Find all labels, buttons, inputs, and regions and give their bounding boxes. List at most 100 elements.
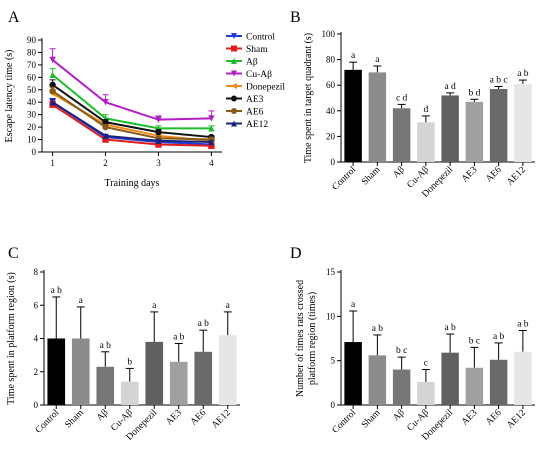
data-point <box>155 116 162 123</box>
data-point <box>208 138 215 146</box>
significance-label: a <box>375 55 380 65</box>
y-tick-label: 0 <box>32 147 37 157</box>
x-tick-label: 2 <box>103 158 108 168</box>
y-tick-label: 10 <box>326 311 336 321</box>
bar-ae3 <box>465 101 484 162</box>
bar-ae12 <box>514 83 532 162</box>
y-tick-label: 0 <box>331 157 336 167</box>
x-tick-label: AE3 <box>460 408 480 428</box>
series-line <box>52 103 212 147</box>
x-tick-label: AE6 <box>484 408 504 428</box>
data-point <box>155 128 162 136</box>
y-tick-label: 2 <box>34 367 39 377</box>
series-line <box>51 59 212 121</box>
bar-control <box>344 342 362 405</box>
y-axis-label: platform region (times) <box>307 292 318 385</box>
bar-donepezil <box>441 95 459 162</box>
y-tick-label: 4 <box>34 334 39 344</box>
significance-label: a b <box>444 323 456 333</box>
y-axis-label: Time spent in target quadrant (s) <box>303 33 314 163</box>
significance-label: a <box>79 296 84 306</box>
x-tick-label: AE3 <box>164 408 184 428</box>
significance-label: b c <box>469 336 480 346</box>
x-tick-label: 3 <box>156 158 161 168</box>
series-ae3 <box>49 79 215 141</box>
y-tick-label: 60 <box>326 80 336 90</box>
significance-label: a <box>351 300 356 310</box>
bar-cu-a <box>417 381 435 405</box>
legend-item-ae3: AE3 <box>226 95 264 105</box>
data-point <box>102 123 109 131</box>
data-point <box>102 136 109 143</box>
panel-b-bar-chart: 0 20 40 60 80 100 Time spent in target quadran… <box>303 29 535 200</box>
significance-label: a b c <box>490 75 508 85</box>
x-tick-label: AE3 <box>460 165 480 185</box>
legend-marker <box>231 45 237 52</box>
significance-label: a b <box>51 286 63 296</box>
y-axis-label: Escape latency time (s) <box>4 49 15 142</box>
legend-label: Aβ <box>246 58 258 68</box>
x-tick-label: Control <box>34 408 62 436</box>
significance-label: a <box>351 51 356 61</box>
bar-a <box>392 108 411 162</box>
legend-item-a: Aβ <box>226 58 258 68</box>
y-tick-label: 40 <box>27 97 37 107</box>
significance-label: a b <box>372 324 384 334</box>
series-line <box>52 90 212 141</box>
y-tick-label: 20 <box>27 122 37 132</box>
y-tick-label: 60 <box>27 72 37 82</box>
legend-marker <box>231 58 237 64</box>
y-tick-label: 10 <box>27 135 37 145</box>
panel-a-line-chart: 0 10 20 30 40 50 60 70 80 90 1 2 3 4 Training days Esca… <box>4 33 285 190</box>
data-point <box>49 99 56 106</box>
bar-ae12 <box>514 351 532 405</box>
y-tick-label: 80 <box>27 47 37 57</box>
significance-label: b c <box>396 346 407 356</box>
bar-sham <box>368 72 387 162</box>
x-tick-label: AE6 <box>189 408 209 428</box>
y-axis-label: Number of times rats crossed <box>295 280 306 397</box>
x-tick-label: Sham <box>63 408 86 431</box>
y-tick-label: 15 <box>326 267 336 277</box>
legend-marker <box>231 95 237 102</box>
y-tick-label: 100 <box>322 29 336 39</box>
legend-marker <box>231 108 237 114</box>
panel-letter-d: D <box>290 245 302 262</box>
bar-control <box>344 69 362 162</box>
bar-ae12 <box>218 335 237 405</box>
legend-marker <box>231 83 237 89</box>
significance-label: a b <box>100 341 112 351</box>
x-tick-label: 4 <box>209 158 214 168</box>
significance-label: a b <box>517 320 529 330</box>
series-line <box>52 83 212 139</box>
data-point <box>49 56 56 64</box>
data-point <box>208 142 215 149</box>
y-axis-label: Time spent in platform region (s) <box>6 272 17 405</box>
significance-label: a b <box>198 319 210 329</box>
x-tick-label: AE12 <box>505 165 528 188</box>
data-point <box>49 81 56 89</box>
legend-marker <box>231 70 237 77</box>
data-point <box>102 118 109 126</box>
bar-control <box>47 338 66 405</box>
data-point <box>208 125 215 132</box>
series-ae12 <box>49 97 215 146</box>
bar-a <box>392 369 411 405</box>
y-tick-label: 20 <box>326 131 336 141</box>
x-tick-label: Sham <box>360 408 383 431</box>
data-point <box>155 137 162 144</box>
legend-label: Cu-Aβ <box>246 70 272 80</box>
x-tick-label: AE6 <box>484 165 504 185</box>
x-tick-label: AE12 <box>505 408 528 431</box>
legend-label: AE3 <box>246 95 264 105</box>
bar-donepezil <box>441 352 459 405</box>
x-tick-label: Aβ <box>391 165 406 180</box>
legend-marker <box>231 120 237 127</box>
panel-letter-b: B <box>290 9 301 26</box>
legend-label: Donepezil <box>246 83 285 93</box>
legend-label: AE6 <box>246 108 264 118</box>
legend-item-donepezil: Donepezil <box>226 83 285 93</box>
bar-ae6 <box>194 351 213 405</box>
bar-sham <box>368 355 387 405</box>
legend-label: AE12 <box>246 120 268 130</box>
